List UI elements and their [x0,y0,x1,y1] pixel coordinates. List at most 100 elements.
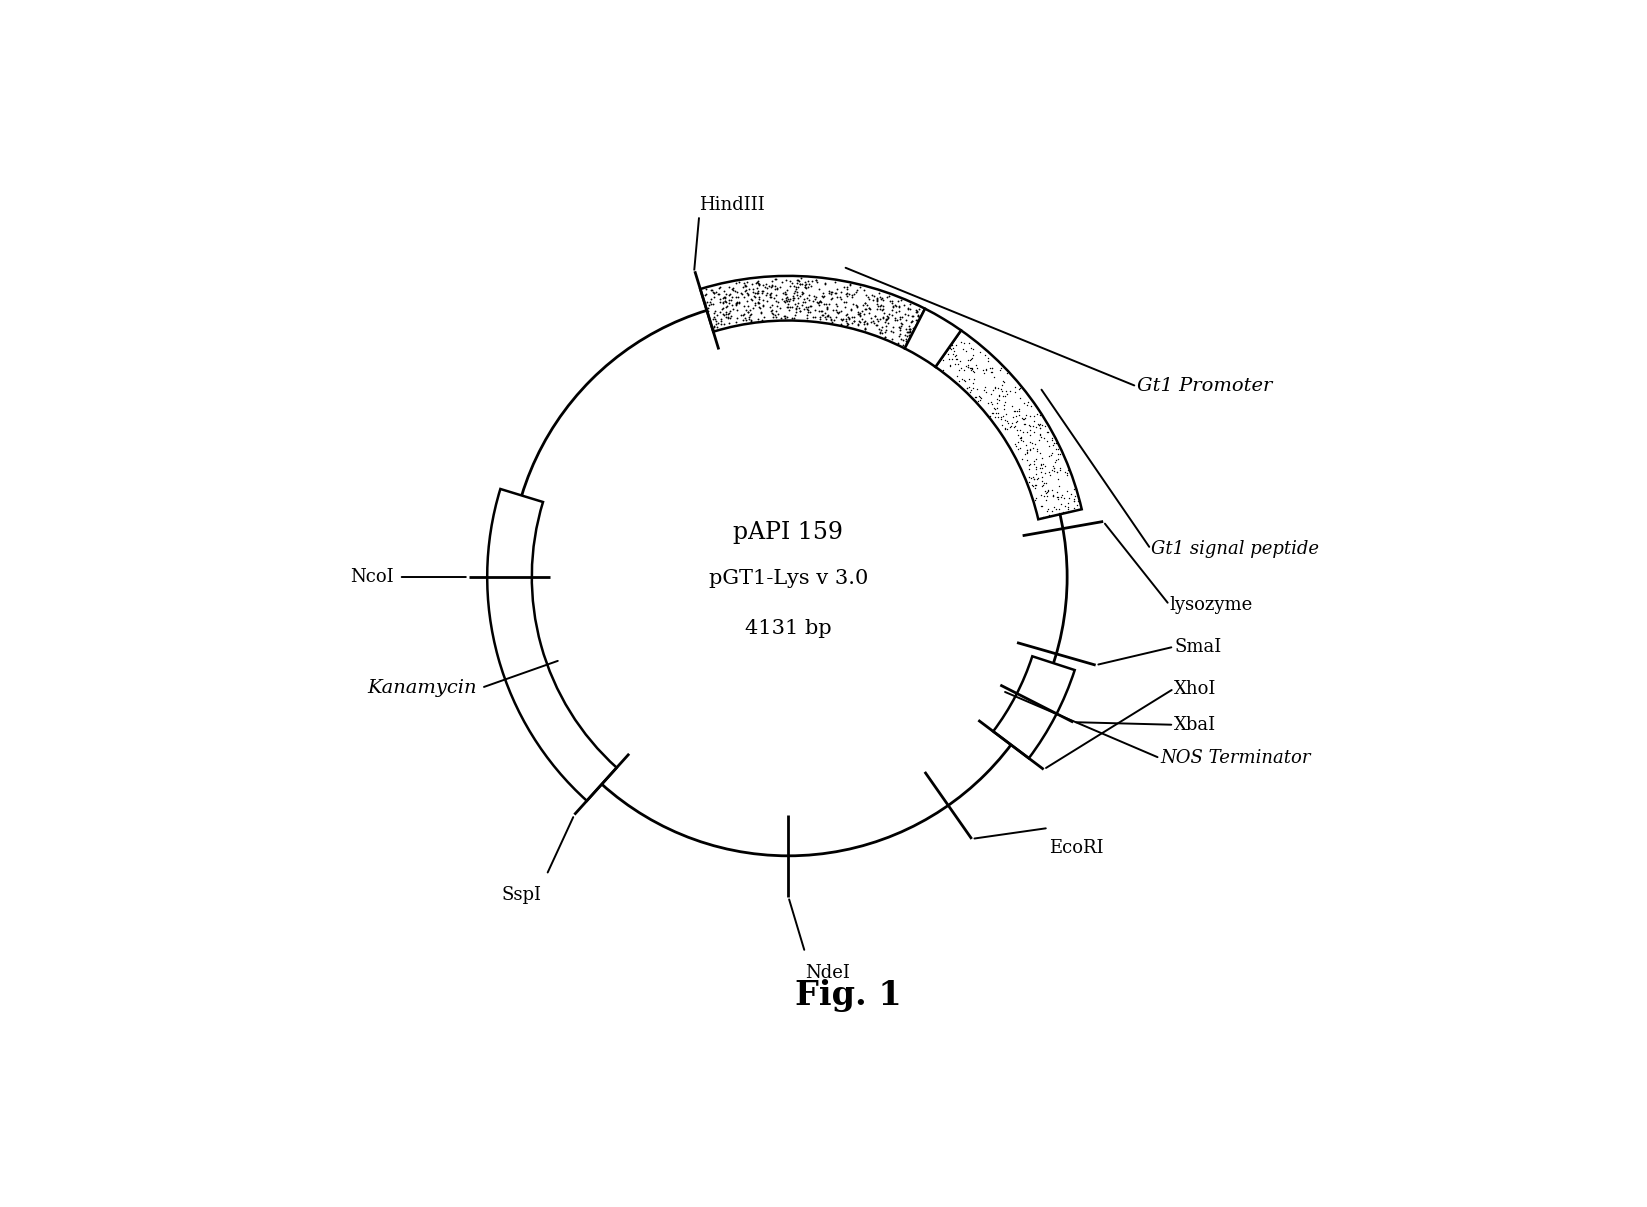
Point [903,310,929,330]
Point [792,279,819,298]
Point [891,325,917,344]
Point [809,302,835,321]
Point [738,305,764,325]
Point [702,307,728,326]
Point [828,310,855,330]
Point [703,305,730,325]
Point [1038,445,1064,465]
Point [822,310,848,330]
Point [736,310,763,330]
Point [768,308,794,327]
Point [888,315,914,334]
Point [1024,470,1051,489]
Point [1029,508,1056,527]
Point [883,297,909,316]
Point [703,314,730,333]
Point [893,310,919,330]
Point [797,297,824,316]
Point [1024,414,1051,433]
Point [993,381,1019,401]
Point [764,293,791,313]
Point [754,282,781,302]
Point [781,276,807,296]
Point [736,308,763,327]
Point [1039,485,1066,505]
Point [698,281,725,301]
Point [972,360,998,379]
Point [879,322,906,342]
Point [978,393,1005,413]
Point [796,290,822,309]
Text: EcoRI: EcoRI [1049,839,1103,857]
Point [791,292,817,311]
Point [978,358,1005,378]
Point [692,293,718,313]
Point [1039,486,1066,506]
Point [723,301,749,320]
Point [945,361,972,380]
Point [1028,472,1054,491]
Point [784,296,810,315]
Point [1041,459,1067,478]
Point [817,282,843,302]
Point [894,299,921,319]
Point [809,305,835,325]
Point [822,272,848,291]
Point [1006,378,1033,397]
Point [1010,409,1036,428]
Point [850,280,876,299]
Point [1008,427,1034,447]
Point [944,349,970,368]
Wedge shape [993,657,1075,758]
Point [875,308,901,327]
Point [712,292,738,311]
Point [796,298,822,317]
Point [1043,433,1069,453]
Point [1024,439,1051,459]
Point [1016,472,1043,491]
Text: HindIII: HindIII [698,196,764,214]
Point [1031,428,1057,448]
Point [820,301,847,320]
Point [713,307,740,326]
Point [856,298,883,317]
Point [891,304,917,323]
Point [904,307,931,326]
Point [840,287,866,307]
Point [937,339,963,358]
Point [990,371,1016,390]
Point [763,269,789,288]
Point [988,358,1015,378]
Point [1021,470,1047,489]
Point [1013,406,1039,425]
Point [1029,455,1056,474]
Point [1003,402,1029,421]
Point [1033,416,1059,436]
Point [1023,488,1049,507]
Point [707,278,733,297]
Point [878,322,904,342]
Point [1016,454,1043,473]
Point [784,286,810,305]
Point [963,387,990,407]
Point [870,299,896,319]
Point [904,305,931,325]
Point [782,305,809,325]
Point [814,298,840,317]
Point [763,308,789,327]
Point [1024,441,1051,460]
Point [1028,496,1054,515]
Point [779,290,805,309]
Point [1003,437,1029,456]
Point [853,299,879,319]
Point [777,290,804,309]
Point [991,395,1018,414]
Point [1031,463,1057,483]
Point [888,330,914,349]
Point [824,287,850,307]
Point [1001,416,1028,436]
Point [784,288,810,308]
Point [1006,400,1033,419]
Point [982,379,1008,398]
Point [833,282,860,302]
